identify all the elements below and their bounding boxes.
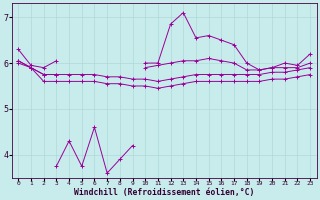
X-axis label: Windchill (Refroidissement éolien,°C): Windchill (Refroidissement éolien,°C)	[74, 188, 254, 197]
